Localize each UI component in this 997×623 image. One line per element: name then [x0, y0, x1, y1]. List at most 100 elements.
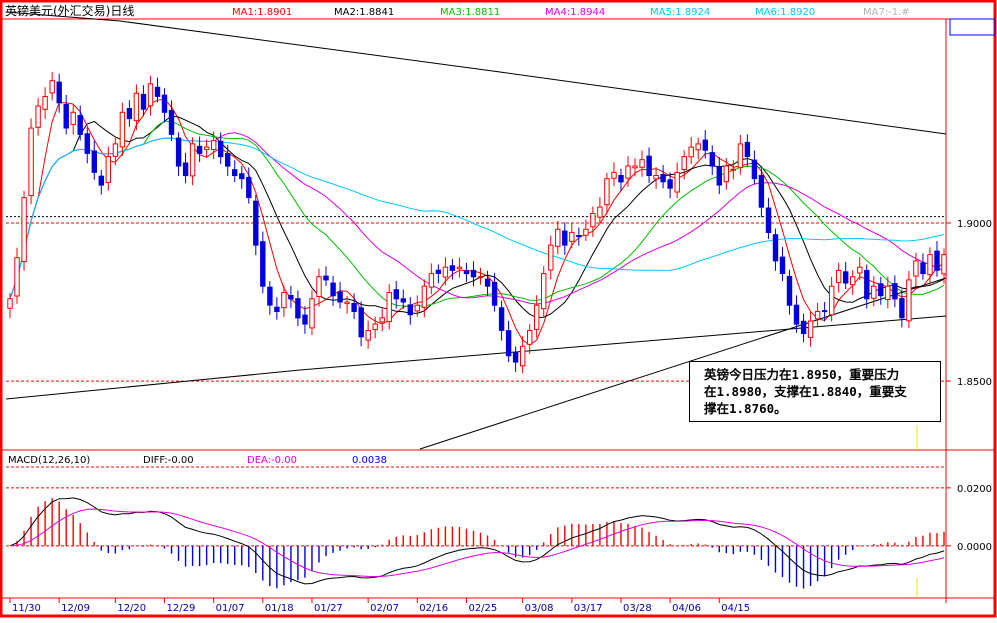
candle-body-up: [189, 143, 196, 177]
candle-body-up: [42, 96, 48, 110]
candle-body-up: [906, 279, 912, 322]
candle-body-down: [744, 141, 751, 157]
candle: [857, 257, 863, 281]
candle: [119, 102, 126, 156]
macd-legend-1: DIFF:-0.00: [143, 455, 194, 466]
candle: [232, 160, 238, 183]
candle: [302, 306, 308, 334]
candle: [49, 71, 55, 101]
candle: [821, 302, 828, 322]
candle-body-up: [21, 197, 27, 263]
candle-body-up: [344, 301, 350, 305]
candle-body-up: [541, 273, 547, 310]
candle: [520, 336, 526, 374]
candle-body-down: [393, 289, 400, 300]
candle-body-up: [829, 285, 835, 316]
candle-body-down: [161, 94, 168, 113]
candle: [555, 220, 561, 255]
candle-body-up: [414, 304, 421, 312]
candle-body-down: [358, 307, 364, 338]
candle: [477, 267, 484, 285]
candle-body-up: [597, 206, 603, 218]
candle: [878, 276, 884, 305]
candle: [379, 308, 385, 332]
candle: [463, 262, 470, 282]
candle-body-up: [625, 165, 631, 179]
candle: [512, 346, 519, 373]
candle-body-up: [28, 127, 34, 197]
candle-body-down: [232, 169, 238, 176]
candle-body-up: [527, 330, 533, 345]
candle: [906, 270, 912, 329]
date-label-9: 02/25: [468, 603, 497, 614]
candle: [885, 276, 891, 309]
candle: [182, 152, 189, 184]
candle: [295, 290, 301, 327]
price-tick-label-1: 1.8500: [957, 377, 992, 388]
candle: [590, 206, 596, 237]
candle-body-down: [253, 200, 259, 246]
candle: [260, 231, 266, 294]
candle-body-down: [267, 286, 273, 306]
candle-body-down: [274, 306, 280, 313]
candle-body-down: [899, 298, 905, 319]
candle: [836, 262, 842, 293]
candle-body-up: [836, 269, 842, 284]
date-label-3: 12/29: [166, 603, 195, 614]
candle: [829, 276, 835, 322]
annotation-line-3: 撑在1.8760。: [704, 401, 787, 416]
candle-body-up: [35, 105, 41, 128]
candle: [562, 222, 568, 255]
candle: [14, 247, 20, 304]
candle-body-up: [372, 323, 378, 331]
candle-body-down: [246, 176, 252, 199]
support-resistance-annotation: 英镑今日压力在1.8950，重要压力 在1.8980，支撑在1.8840，重要支…: [689, 361, 941, 422]
candle-body-down: [646, 155, 652, 176]
candle-body-up: [695, 143, 701, 151]
candle: [674, 162, 680, 199]
candle: [28, 118, 34, 205]
trend-line-1: [5, 315, 947, 400]
candle: [77, 105, 83, 141]
candle: [618, 168, 624, 192]
candle: [253, 194, 259, 256]
candle-body-up: [611, 171, 617, 179]
candle-body-down: [618, 175, 624, 183]
candle-body-up: [281, 292, 287, 309]
candle: [274, 297, 280, 320]
candle-body-down: [330, 282, 336, 297]
candle: [316, 268, 322, 307]
candle-body-down: [449, 265, 456, 271]
candle-body-down: [288, 295, 294, 300]
annotation-line-2: 在1.8980，支撑在1.8840，重要支: [704, 384, 907, 399]
candle-body-down: [821, 310, 828, 313]
candle-body-down: [225, 153, 231, 167]
candle: [351, 293, 357, 320]
candle-body-up: [730, 168, 736, 171]
trend-line-2: [419, 277, 947, 450]
candle-body-down: [91, 150, 97, 173]
candle: [793, 295, 800, 333]
candle: [604, 172, 610, 215]
candle: [309, 289, 315, 336]
candle: [400, 289, 407, 309]
candle-body-up: [674, 171, 680, 193]
candle: [267, 281, 273, 315]
corner-box: [949, 18, 996, 36]
candle-body-down: [512, 352, 519, 363]
candle-body-up: [379, 317, 385, 323]
candle: [358, 301, 364, 347]
candle-body-up: [723, 165, 729, 183]
candle-body-up: [442, 266, 449, 278]
date-label-10: 03/08: [525, 603, 554, 614]
candle-body-down: [182, 162, 189, 177]
date-label-8: 02/16: [419, 603, 448, 614]
candle: [421, 279, 428, 318]
date-label-5: 01/18: [265, 603, 294, 614]
candle: [625, 156, 631, 187]
candle-body-down: [562, 230, 568, 246]
candle-body-up: [850, 276, 856, 286]
candle-body-down: [84, 133, 90, 154]
candle-body-up: [569, 231, 575, 242]
